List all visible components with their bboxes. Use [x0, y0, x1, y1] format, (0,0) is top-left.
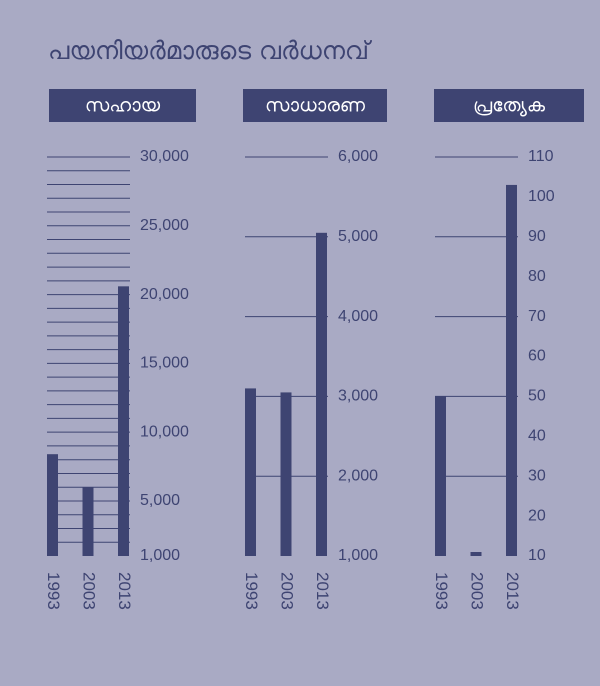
x-tick-label: 2013 [115, 572, 134, 610]
panel-title: പ്രത്യേക [473, 95, 546, 117]
y-tick-label: 20,000 [140, 286, 189, 303]
y-tick-label: 90 [528, 228, 546, 245]
y-tick-label: 1,000 [140, 547, 180, 564]
bar [118, 286, 129, 556]
bar [280, 392, 292, 556]
y-tick-label: 100 [528, 188, 555, 205]
bar [435, 396, 446, 556]
bar [82, 487, 94, 556]
y-tick-label: 3,000 [338, 388, 378, 405]
panel-header [434, 89, 584, 122]
y-tick-label: 6,000 [338, 148, 378, 165]
bar [506, 184, 517, 556]
y-tick-label: 25,000 [140, 217, 189, 234]
y-tick-label: 40 [528, 428, 546, 445]
y-tick-label: 10,000 [140, 423, 189, 440]
x-tick-label: 2003 [80, 572, 99, 610]
y-tick-label: 5,000 [140, 492, 180, 509]
y-tick-label: 10 [528, 547, 546, 564]
y-tick-label: 5,000 [338, 228, 378, 245]
y-tick-label: 110 [528, 148, 554, 165]
bar [470, 552, 482, 556]
y-tick-label: 15,000 [140, 355, 189, 372]
x-tick-label: 1993 [242, 572, 261, 610]
bar [316, 232, 327, 556]
y-tick-label: 4,000 [338, 308, 378, 325]
panel-title: സാധാരണ [265, 95, 366, 117]
y-tick-label: 2,000 [338, 467, 378, 484]
bar [245, 388, 256, 556]
x-tick-label: 2013 [503, 572, 522, 610]
y-tick-label: 80 [528, 268, 546, 285]
x-tick-label: 2003 [278, 572, 297, 610]
y-tick-label: 30 [528, 467, 546, 484]
panel-title: സഹായ [85, 95, 161, 117]
y-tick-label: 1,000 [338, 547, 378, 564]
y-tick-label: 30,000 [140, 148, 189, 165]
bar [47, 454, 58, 556]
y-tick-label: 60 [528, 348, 546, 365]
x-tick-label: 2003 [468, 572, 487, 610]
panel-header [243, 89, 387, 122]
page-title: പയനിയർമാരുടെ വർധനവ് [48, 36, 373, 65]
y-tick-label: 20 [528, 507, 546, 524]
x-tick-label: 1993 [432, 572, 451, 610]
y-tick-label: 70 [528, 308, 546, 325]
y-tick-label: 50 [528, 388, 546, 405]
panel-header [49, 89, 196, 122]
x-tick-label: 2013 [313, 572, 332, 610]
x-tick-label: 1993 [44, 572, 63, 610]
